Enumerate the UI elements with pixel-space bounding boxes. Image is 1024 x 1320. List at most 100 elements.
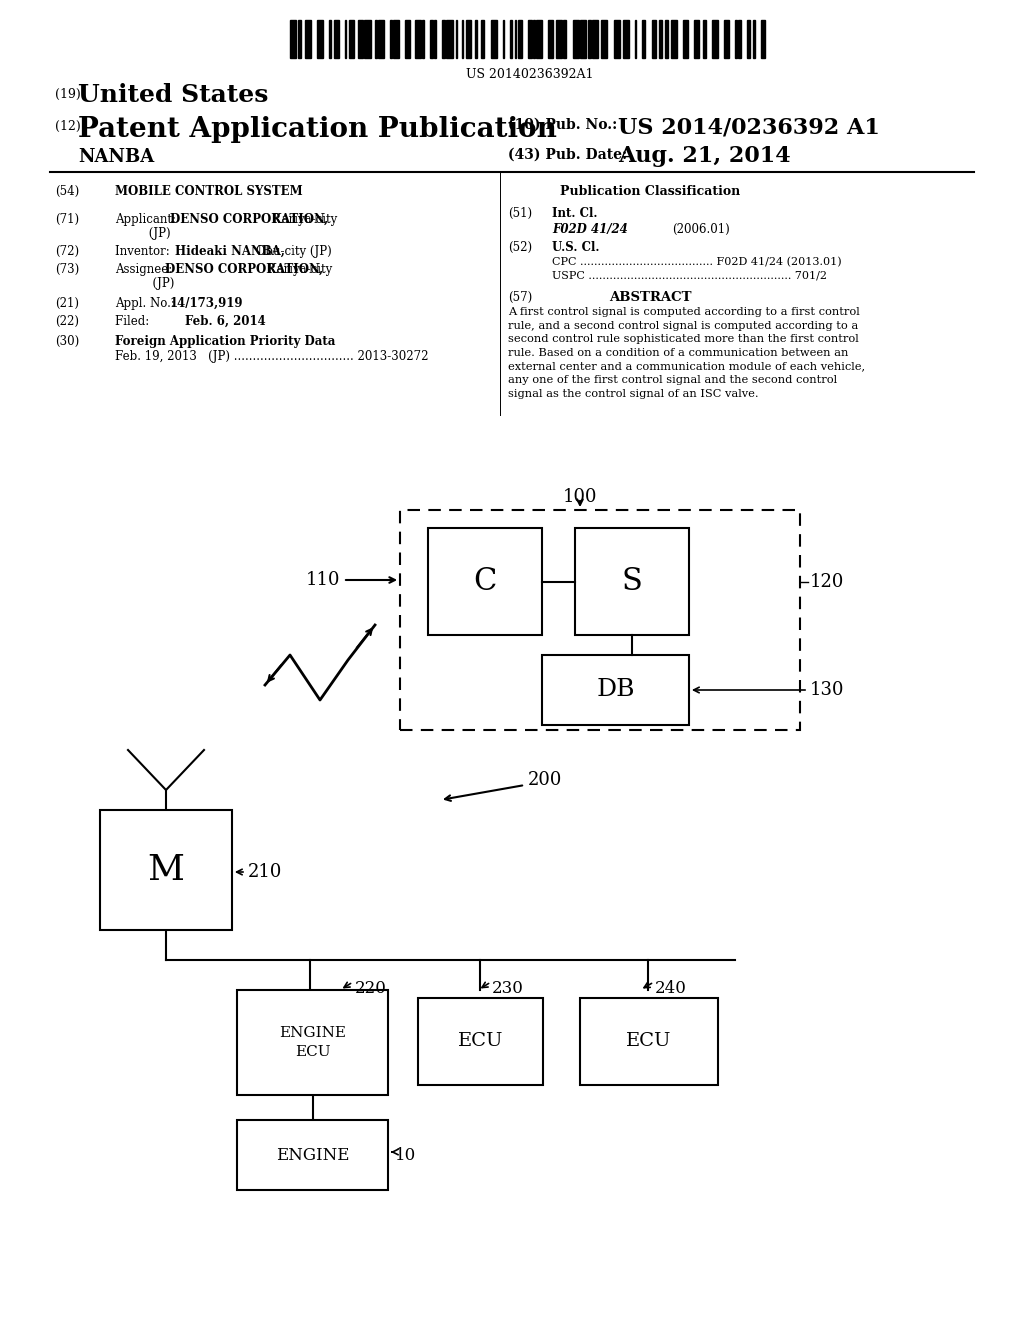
Text: US 20140236392A1: US 20140236392A1: [466, 69, 594, 81]
Text: USPC .......................................................... 701/2: USPC ...................................…: [552, 271, 827, 281]
Text: ENGINE
ECU: ENGINE ECU: [279, 1027, 346, 1059]
Text: (2006.01): (2006.01): [672, 223, 730, 236]
Bar: [503, 20, 504, 58]
Text: S: S: [622, 566, 642, 597]
Bar: [100, 810, 232, 931]
Bar: [642, 20, 645, 58]
Text: DENSO CORPORATION,: DENSO CORPORATION,: [165, 263, 324, 276]
Text: 130: 130: [810, 681, 845, 700]
Text: A first control signal is computed according to a first control
rule, and a seco: A first control signal is computed accor…: [508, 308, 865, 399]
Bar: [466, 20, 471, 58]
Bar: [713, 20, 719, 58]
Bar: [298, 20, 301, 58]
Bar: [305, 20, 311, 58]
Bar: [694, 20, 698, 58]
Text: Applicant:: Applicant:: [115, 213, 180, 226]
Text: DENSO CORPORATION,: DENSO CORPORATION,: [170, 213, 328, 226]
Text: Assignee:: Assignee:: [115, 263, 176, 276]
Bar: [490, 20, 497, 58]
Bar: [390, 20, 392, 58]
Text: Hideaki NANBA,: Hideaki NANBA,: [175, 246, 285, 257]
Text: (43) Pub. Date:: (43) Pub. Date:: [508, 148, 627, 162]
Bar: [415, 20, 421, 58]
Text: (72): (72): [55, 246, 79, 257]
Text: DB: DB: [596, 678, 635, 701]
Bar: [588, 20, 591, 58]
Bar: [290, 20, 296, 58]
Bar: [422, 20, 424, 58]
Bar: [735, 20, 736, 58]
Text: 230: 230: [492, 979, 524, 997]
Text: (54): (54): [55, 185, 79, 198]
Text: 100: 100: [563, 488, 597, 506]
Bar: [317, 20, 324, 58]
Text: Obu-city (JP): Obu-city (JP): [252, 246, 332, 257]
Bar: [515, 20, 516, 58]
Text: US 2014/0236392 A1: US 2014/0236392 A1: [618, 116, 880, 139]
Bar: [724, 20, 729, 58]
Text: (21): (21): [55, 297, 79, 310]
Text: (10) Pub. No.:: (10) Pub. No.:: [508, 117, 617, 132]
Bar: [378, 20, 384, 58]
Bar: [345, 20, 346, 58]
Bar: [666, 20, 669, 58]
Text: 120: 120: [810, 573, 845, 591]
Bar: [456, 20, 457, 58]
Bar: [330, 20, 331, 58]
Bar: [349, 20, 354, 58]
Bar: [623, 20, 629, 58]
Bar: [237, 1119, 388, 1191]
Text: (12): (12): [55, 120, 81, 133]
Text: (52): (52): [508, 242, 532, 253]
Text: Feb. 6, 2014: Feb. 6, 2014: [185, 315, 266, 327]
Text: 220: 220: [355, 979, 387, 997]
Text: United States: United States: [78, 83, 268, 107]
Bar: [754, 20, 755, 58]
Text: Publication Classification: Publication Classification: [560, 185, 740, 198]
Bar: [537, 20, 542, 58]
Bar: [481, 20, 484, 58]
Bar: [475, 20, 477, 58]
Bar: [635, 20, 636, 58]
Text: 210: 210: [248, 863, 283, 880]
Text: 200: 200: [528, 771, 562, 789]
Bar: [575, 528, 689, 635]
Text: Foreign Application Priority Data: Foreign Application Priority Data: [115, 335, 336, 348]
Bar: [428, 528, 542, 635]
Bar: [683, 20, 688, 58]
Text: (22): (22): [55, 315, 79, 327]
Text: Kariya-city: Kariya-city: [269, 213, 337, 226]
Text: CPC ...................................... F02D 41/24 (2013.01): CPC ....................................…: [552, 257, 842, 268]
Bar: [237, 990, 388, 1096]
Bar: [393, 20, 399, 58]
Bar: [703, 20, 707, 58]
Bar: [556, 20, 562, 58]
Bar: [430, 20, 433, 58]
Bar: [462, 20, 463, 58]
Text: C: C: [473, 566, 497, 597]
Text: (57): (57): [508, 290, 532, 304]
Bar: [738, 20, 741, 58]
Bar: [651, 20, 656, 58]
Bar: [548, 20, 553, 58]
Bar: [434, 20, 436, 58]
Bar: [510, 20, 512, 58]
Bar: [672, 20, 677, 58]
Bar: [534, 20, 535, 58]
Text: Aug. 21, 2014: Aug. 21, 2014: [618, 145, 791, 168]
Bar: [572, 20, 579, 58]
Bar: [418, 998, 543, 1085]
Text: Int. Cl.: Int. Cl.: [552, 207, 597, 220]
Text: ECU: ECU: [627, 1032, 672, 1051]
Text: (JP): (JP): [115, 227, 171, 240]
Text: ABSTRACT: ABSTRACT: [608, 290, 691, 304]
Text: 14/173,919: 14/173,919: [170, 297, 244, 310]
Text: (JP): (JP): [115, 277, 174, 290]
Bar: [748, 20, 751, 58]
Bar: [580, 998, 718, 1085]
Text: U.S. Cl.: U.S. Cl.: [552, 242, 599, 253]
Bar: [358, 20, 362, 58]
Text: Appl. No.:: Appl. No.:: [115, 297, 178, 310]
Text: (19): (19): [55, 88, 81, 102]
Text: Inventor:: Inventor:: [115, 246, 181, 257]
